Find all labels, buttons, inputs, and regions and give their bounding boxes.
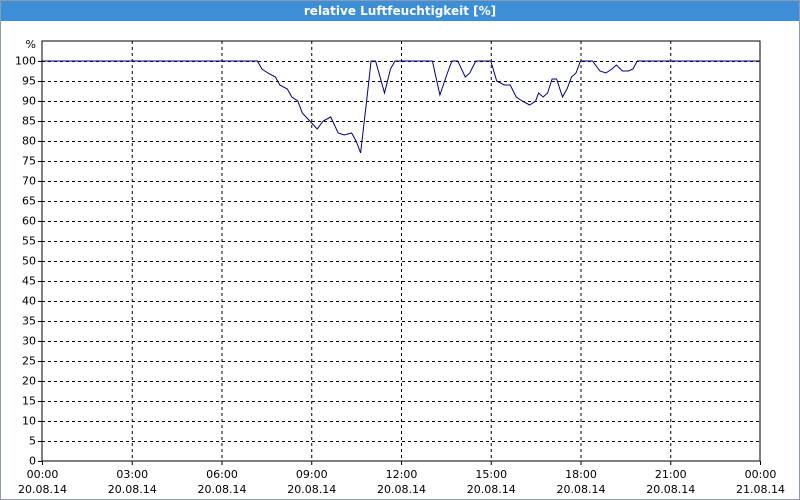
y-tick-label: 45 <box>22 275 36 288</box>
x-tick-date: 20.08.14 <box>377 483 426 496</box>
y-tick-label: 40 <box>22 295 36 308</box>
chart: % 0 5 10 15 20 25 30 35 40 45 50 55 60 65 70 75 80 85 90 95 1… <box>15 38 785 496</box>
x-tick-date: 20.08.14 <box>467 483 516 496</box>
x-tick-label: 00:00 <box>27 468 59 481</box>
x-tick-label: 21:00 <box>655 468 687 481</box>
y-tick-label: 15 <box>22 395 36 408</box>
x-tick-date: 20.08.14 <box>646 483 695 496</box>
y-tick-label: 65 <box>22 195 36 208</box>
x-tick-date: 20.08.14 <box>287 483 336 496</box>
x-tick-date: 20.08.14 <box>18 483 67 496</box>
y-tick-label: 10 <box>22 415 36 428</box>
y-tick-label: 100 <box>15 55 36 68</box>
x-tick-date: 20.08.14 <box>557 483 606 496</box>
x-tick-label: 00:00 <box>745 468 777 481</box>
x-tick-date: 20.08.14 <box>108 483 157 496</box>
y-tick-label: 75 <box>22 155 36 168</box>
y-tick-label: 95 <box>22 75 36 88</box>
x-tick-label: 18:00 <box>565 468 597 481</box>
y-tick-label: 80 <box>22 135 36 148</box>
y-tick-label: 20 <box>22 375 36 388</box>
y-axis-unit: % <box>26 38 36 51</box>
x-tick-label: 09:00 <box>296 468 328 481</box>
y-tick-label: 85 <box>22 115 36 128</box>
x-tick-date: 21.08.14 <box>736 483 785 496</box>
y-tick-label: 30 <box>22 335 36 348</box>
y-tick-label: 5 <box>29 435 36 448</box>
y-tick-label: 90 <box>22 95 36 108</box>
data-line <box>42 60 760 154</box>
y-tick-label: 25 <box>22 355 36 368</box>
x-tick-label: 06:00 <box>206 468 238 481</box>
y-tick-label: 60 <box>22 215 36 228</box>
title-bar: relative Luftfeuchtigkeit [%] <box>1 1 799 21</box>
y-tick-label: 0 <box>29 455 36 468</box>
x-tick-date: 20.08.14 <box>198 483 247 496</box>
y-tick-label: 70 <box>22 175 36 188</box>
y-tick-label: 55 <box>22 235 36 248</box>
y-tick-label: 35 <box>22 315 36 328</box>
x-tick-label: 03:00 <box>116 468 148 481</box>
x-tick-label: 12:00 <box>386 468 418 481</box>
x-tick-label: 15:00 <box>475 468 507 481</box>
y-tick-label: 50 <box>22 255 36 268</box>
